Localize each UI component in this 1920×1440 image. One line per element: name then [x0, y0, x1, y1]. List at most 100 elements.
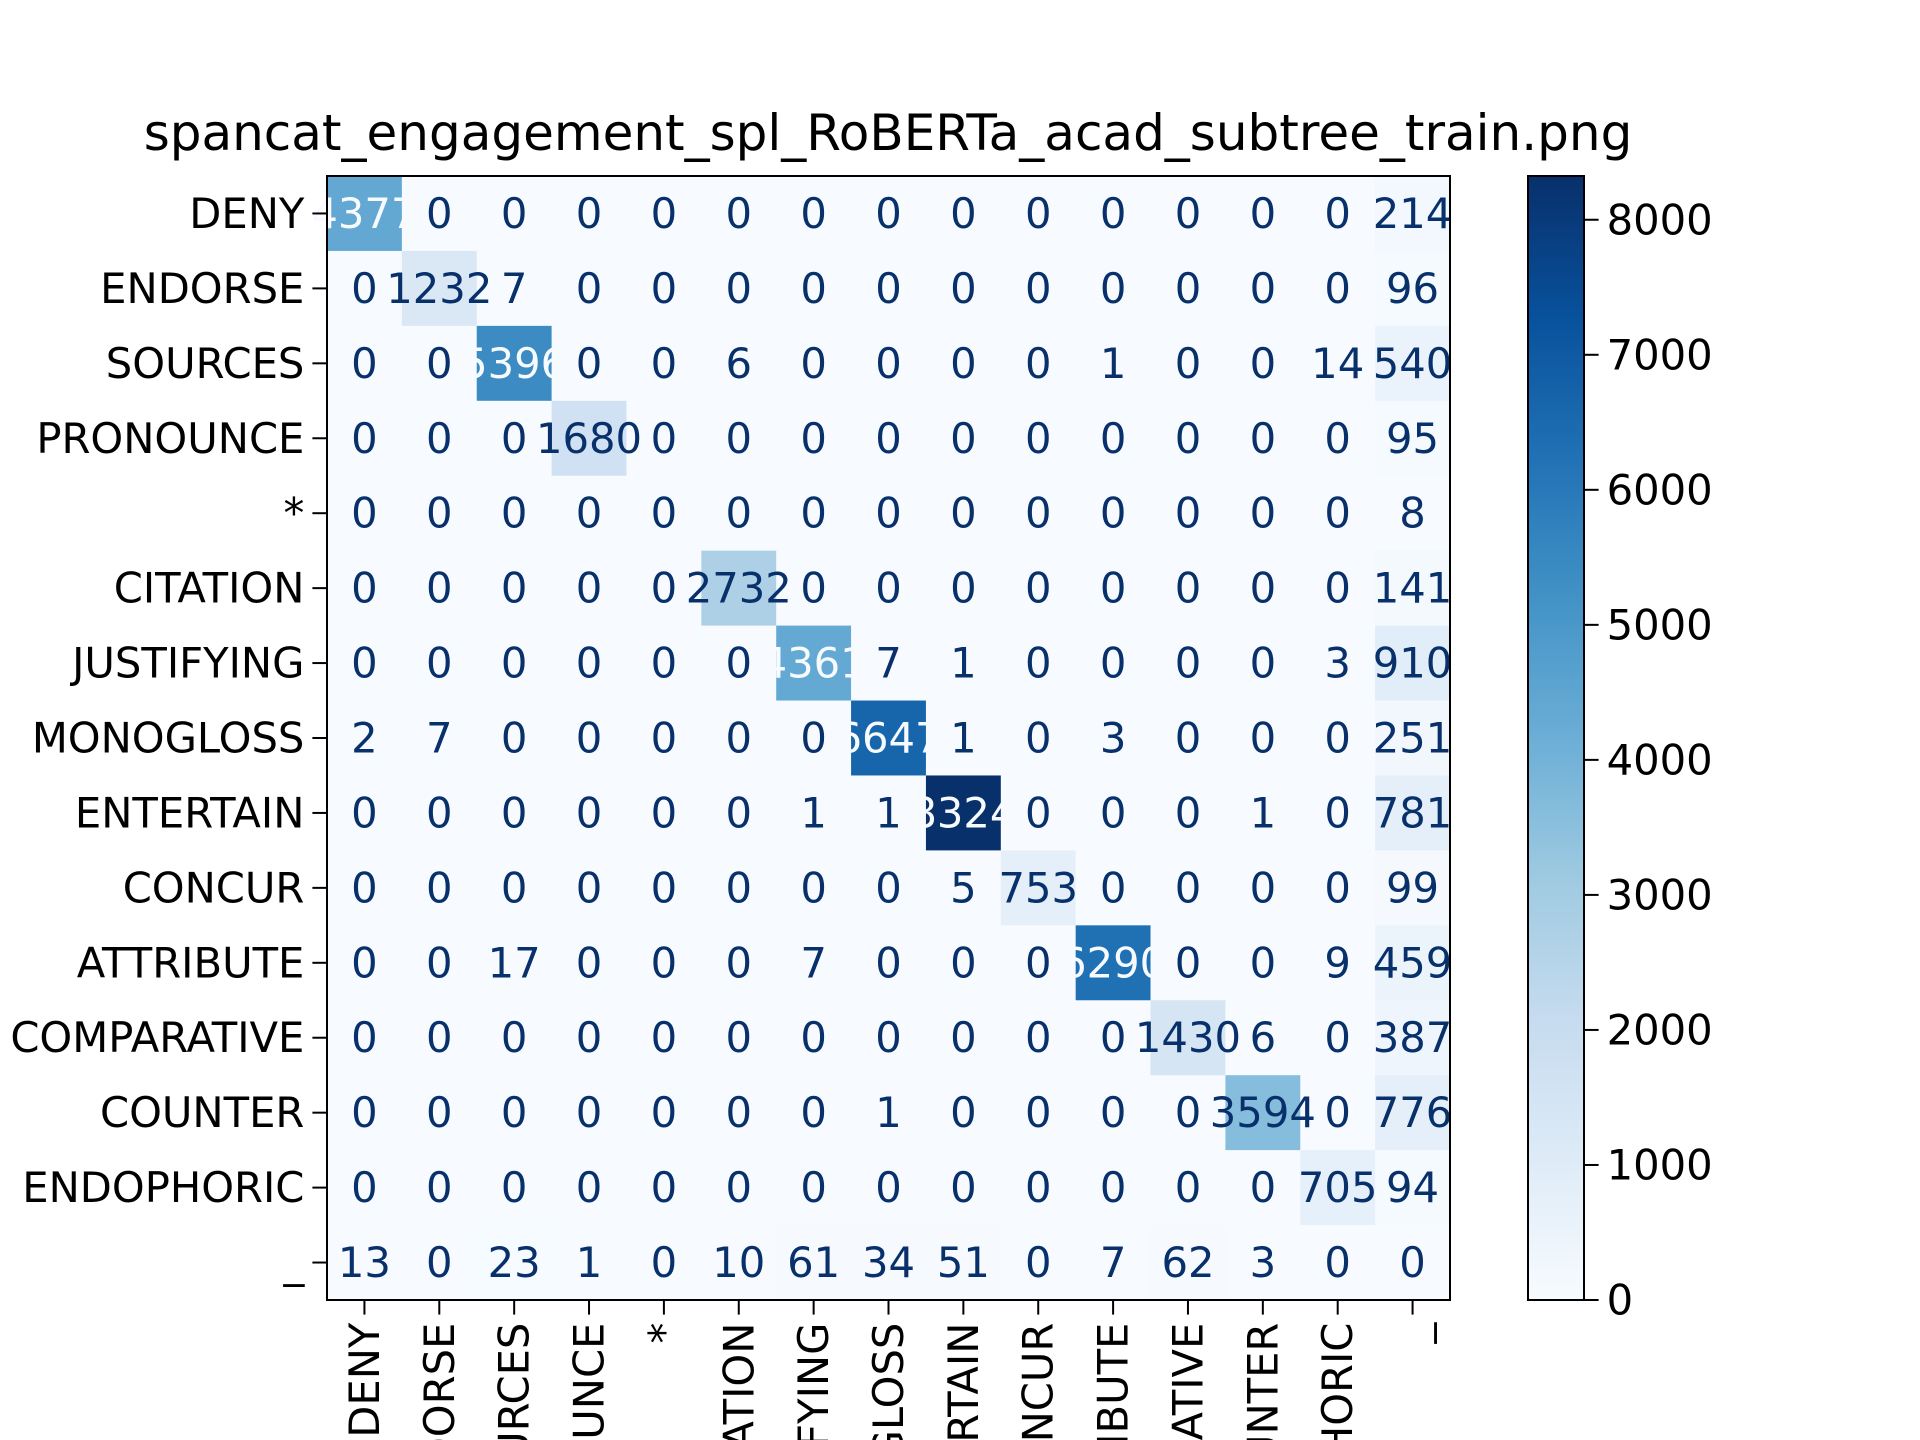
cell-label: 0	[651, 414, 678, 463]
y-tick-label: DENY	[189, 189, 305, 238]
x-tick-label: MONOGLOSS	[864, 1323, 913, 1440]
cell	[925, 625, 1002, 702]
cell-label: 1	[576, 1238, 603, 1287]
cell	[401, 550, 478, 627]
y-tick-label: COUNTER	[100, 1088, 304, 1137]
cell-label: 1	[950, 714, 977, 763]
cell-label: 214	[1373, 189, 1453, 238]
cell	[327, 400, 403, 477]
cell	[925, 700, 1002, 776]
cell-label: 0	[651, 339, 678, 388]
cell-label: 0	[501, 564, 528, 613]
cell-label: 0	[1324, 788, 1351, 837]
cell	[327, 700, 403, 776]
cell-label: 0	[1324, 1013, 1351, 1062]
cell	[776, 850, 852, 926]
cell-label: 0	[426, 339, 453, 388]
cell-label: 0	[1324, 564, 1351, 613]
cell-label: 0	[426, 1088, 453, 1137]
cell-label: 8324	[910, 788, 1016, 837]
cell	[1000, 475, 1077, 552]
cell-label: 3594	[1210, 1088, 1316, 1137]
cell-label: 0	[651, 788, 678, 837]
cell	[776, 250, 852, 327]
cell	[776, 475, 852, 552]
cell	[701, 550, 777, 627]
cell-label: 14	[1311, 339, 1364, 388]
cell-label: 0	[726, 1013, 753, 1062]
cell-label: 0	[351, 1013, 378, 1062]
cell	[1000, 176, 1077, 252]
cell	[776, 400, 852, 477]
x-tick-label: DENY	[340, 1322, 389, 1438]
cell	[1000, 775, 1077, 851]
cell-label: 6647	[835, 714, 941, 763]
cell-label: 0	[1175, 938, 1202, 987]
cell-label: 0	[576, 489, 603, 538]
cell-label: 0	[1175, 189, 1202, 238]
cell	[1300, 325, 1376, 402]
cell-label: 5	[950, 863, 977, 912]
cell	[626, 625, 702, 702]
cell-label: 0	[576, 564, 603, 613]
cell-label: 0	[426, 863, 453, 912]
cell-label: 0	[651, 564, 678, 613]
cell	[551, 775, 627, 851]
cell-label: 0	[1175, 264, 1202, 313]
cell	[851, 850, 927, 926]
cell-label: 776	[1373, 1088, 1453, 1137]
cell-label: 1	[1100, 339, 1127, 388]
cell-label: 0	[1025, 1238, 1052, 1287]
cell-label: 0	[576, 264, 603, 313]
cell-label: 0	[1250, 489, 1277, 538]
cell	[327, 925, 403, 1001]
cell	[626, 176, 702, 252]
cell	[925, 176, 1002, 252]
cell-label: 0	[426, 489, 453, 538]
cell	[1000, 1225, 1077, 1301]
cell-label: 0	[351, 938, 378, 987]
cell	[925, 550, 1002, 627]
cell	[701, 1000, 777, 1076]
cell-label: 3	[1100, 714, 1127, 763]
cell	[1375, 775, 1451, 851]
cell	[1075, 475, 1152, 552]
cell-label: 0	[1175, 414, 1202, 463]
cell-label: 0	[1175, 863, 1202, 912]
cell-label: 1	[1250, 788, 1277, 837]
cell-label: 0	[1250, 938, 1277, 987]
y-tick-label: SOURCES	[106, 339, 305, 388]
cell	[776, 176, 852, 252]
cell	[851, 1225, 927, 1301]
cell	[851, 625, 927, 702]
cell	[1150, 550, 1226, 627]
cell-label: 0	[351, 489, 378, 538]
cell	[1150, 1000, 1226, 1076]
cell-label: 0	[875, 1163, 902, 1212]
cell-label: 0	[950, 489, 977, 538]
cell-label: 0	[1250, 564, 1277, 613]
cell-label: 1	[875, 788, 902, 837]
cell	[551, 475, 627, 552]
cell-label: 0	[651, 714, 678, 763]
cell-label: 0	[1324, 264, 1351, 313]
x-tick-label: ENDOPHORIC	[1313, 1323, 1362, 1440]
cell	[1000, 400, 1077, 477]
cell-label: 7	[875, 639, 902, 688]
cell-label: 0	[651, 639, 678, 688]
cell	[1225, 700, 1301, 776]
cell-label: 0	[800, 264, 827, 313]
cell-label: 0	[576, 714, 603, 763]
cell	[1075, 775, 1152, 851]
cell	[701, 1075, 777, 1151]
cell	[327, 1075, 403, 1151]
cell	[626, 325, 702, 402]
cell-label: 0	[1175, 1163, 1202, 1212]
cell-label: 0	[950, 564, 977, 613]
x-tick-label: SOURCES	[490, 1323, 539, 1440]
cell-label: 0	[576, 189, 603, 238]
cell	[327, 1225, 403, 1301]
cell-label: 0	[501, 489, 528, 538]
cell-label: 0	[726, 788, 753, 837]
cell-label: 61	[787, 1238, 840, 1287]
